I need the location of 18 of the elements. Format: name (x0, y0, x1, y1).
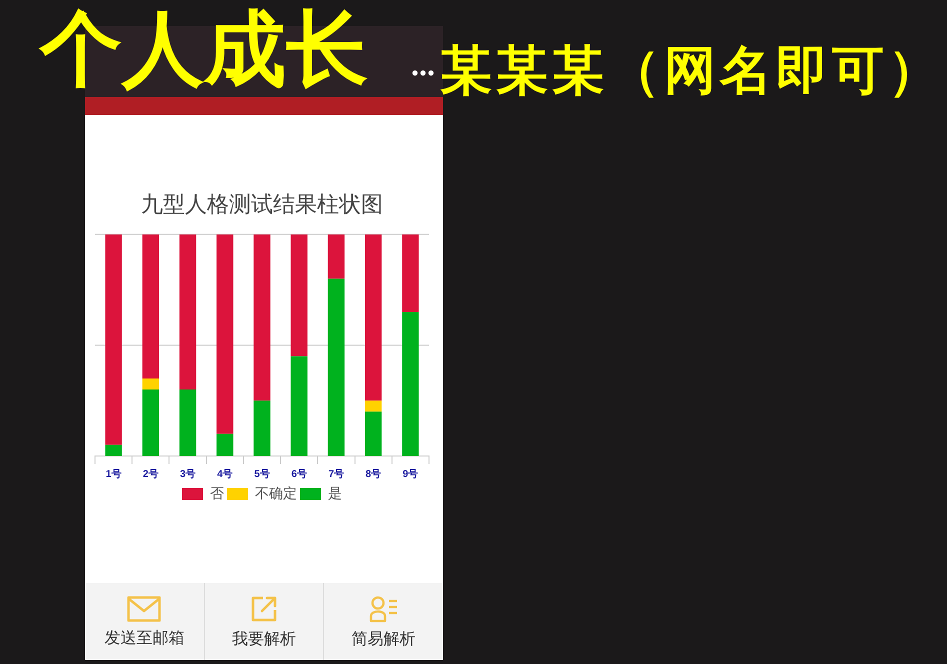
chart-title: 九型人格测试结果柱状图 (141, 191, 383, 216)
legend-label: 否 (210, 484, 224, 501)
text: 发送至邮箱 (104, 630, 184, 648)
x-tick-label: 1号 (106, 468, 122, 480)
text: 我要解析 (232, 630, 296, 648)
text: 某某某（网名即可） (440, 41, 944, 102)
x-tick-label: 9号 (402, 468, 418, 480)
text: 简易解析 (352, 630, 416, 648)
x-tick-label: 6号 (291, 468, 307, 480)
x-tick-label: 3号 (180, 468, 196, 480)
x-tick-label: 2号 (142, 468, 158, 480)
x-tick-label: 5号 (254, 468, 270, 480)
x-tick-label: 7号 (328, 468, 344, 480)
legend-label: 是 (328, 484, 342, 501)
legend-label: 不确定 (255, 484, 297, 501)
text: 个人成长 (40, 3, 368, 97)
x-tick-label: 8号 (366, 468, 382, 480)
x-tick-label: 4号 (217, 468, 233, 480)
